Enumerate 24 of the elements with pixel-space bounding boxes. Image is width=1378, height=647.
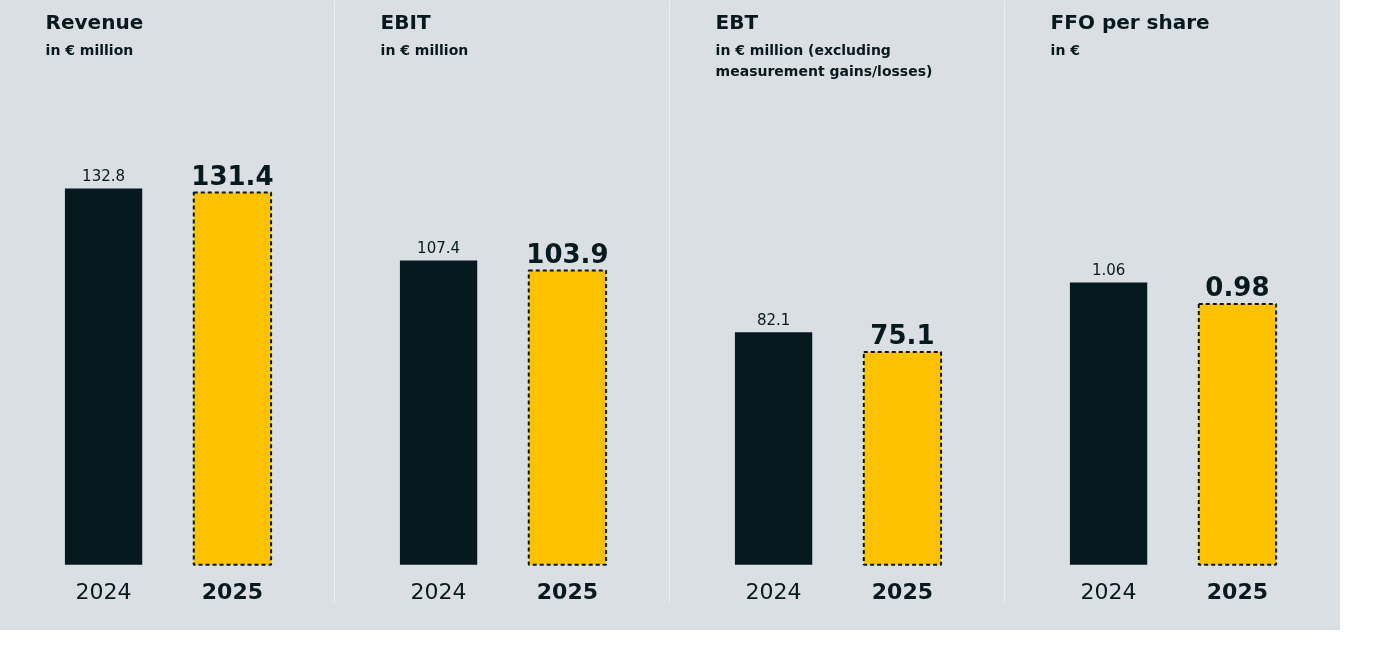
- data-label: 132.8: [82, 167, 126, 186]
- data-label: 82.1: [756, 310, 791, 329]
- x-tick-label: 2024: [1080, 579, 1137, 605]
- data-label: 103.9: [526, 238, 609, 269]
- chart-subtitle: in € million: [45, 41, 134, 58]
- chart-title: Revenue: [45, 9, 144, 34]
- data-label: 107.4: [417, 238, 461, 257]
- chart-subtitle: in €: [1050, 41, 1080, 58]
- x-tick-label: 2025: [536, 579, 599, 605]
- x-tick-label: 2024: [75, 579, 132, 605]
- chart-title: EBIT: [380, 9, 431, 34]
- x-tick-label: 2024: [745, 579, 802, 605]
- data-label: 131.4: [191, 161, 274, 191]
- x-tick-label: 2025: [871, 579, 934, 605]
- chart-title: FFO per share: [1050, 9, 1210, 34]
- data-label: 1.06: [1091, 261, 1126, 280]
- data-label: 0.98: [1205, 272, 1270, 303]
- chart-title: EBT: [715, 9, 759, 34]
- x-tick-label: 2024: [410, 579, 467, 605]
- chart-subtitle: in € million (excluding measurement gains/losses): [715, 41, 933, 79]
- data-label: 75.1: [870, 320, 935, 351]
- chart-subtitle: in € million: [380, 41, 469, 58]
- x-tick-label: 2025: [1206, 579, 1269, 605]
- x-tick-label: 2025: [201, 579, 264, 605]
